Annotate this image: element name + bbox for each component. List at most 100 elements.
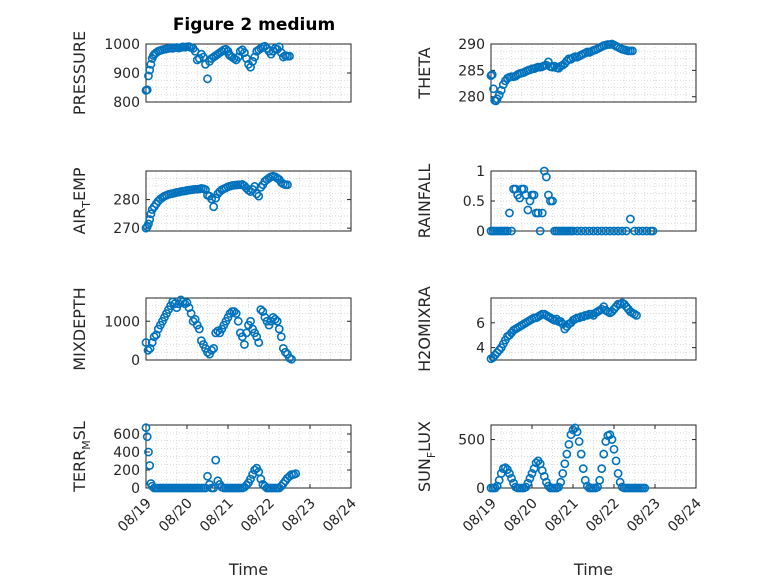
- x-tick-label: 08/21: [542, 496, 582, 536]
- subplot-8: 0 500 08/19 08/20 08/21 08/22 08/23 08/24 SUNFLU…: [415, 421, 705, 579]
- x-tick-label: 08/24: [665, 495, 705, 535]
- axes-frame: [490, 43, 697, 103]
- y-tick-label: 0: [476, 224, 485, 240]
- data-point: [556, 477, 566, 487]
- data-point: [239, 340, 249, 349]
- data-point: [213, 326, 223, 336]
- data-point: [554, 482, 564, 492]
- data-point: [572, 427, 582, 437]
- data-point: [548, 196, 557, 206]
- data-point: [283, 180, 292, 190]
- data-point: [201, 185, 210, 194]
- data-point: [605, 430, 615, 440]
- data-point: [613, 226, 623, 236]
- subplot-1: 800 900 1000 PRESSURE: [70, 31, 352, 115]
- y-tick-label: 1000: [104, 37, 140, 53]
- data-point: [578, 464, 588, 474]
- data-point: [556, 317, 566, 326]
- data-point: [248, 57, 257, 66]
- data-point: [572, 226, 582, 236]
- y-axis-label: TERRMSL: [70, 421, 93, 493]
- data-point: [494, 345, 504, 355]
- data-point: [250, 465, 260, 475]
- data-point: [149, 332, 159, 342]
- data-point: [145, 215, 155, 224]
- data-point: [525, 473, 535, 483]
- data-point: [256, 474, 266, 484]
- subplot-3: 270 280 AIRTEMP: [70, 167, 352, 237]
- data-point: [272, 316, 282, 326]
- data-point: [178, 297, 188, 307]
- data-point: [287, 354, 296, 364]
- data-point: [203, 74, 212, 84]
- data-point: [146, 209, 156, 219]
- data-point: [613, 469, 623, 478]
- y-tick-label: 270: [113, 221, 140, 237]
- data-point: [589, 226, 598, 236]
- data-point: [270, 314, 280, 324]
- data-point: [145, 65, 155, 75]
- y-tick-label: 900: [113, 66, 140, 82]
- data-point: [487, 70, 497, 79]
- data-point: [634, 226, 643, 236]
- y-tick-label: 1000: [104, 314, 140, 330]
- y-axis-label: RAINFALL: [415, 164, 434, 239]
- data-point: [611, 456, 621, 466]
- data-point: [568, 425, 578, 435]
- data-point: [595, 475, 605, 485]
- data-point: [599, 449, 609, 459]
- data-point: [507, 226, 516, 236]
- data-point: [291, 469, 301, 478]
- data-point: [490, 483, 500, 493]
- data-point: [252, 189, 262, 199]
- data-point: [609, 226, 619, 236]
- data-point: [242, 328, 251, 338]
- data-point: [507, 473, 516, 483]
- x-axis-label: Time: [228, 560, 268, 579]
- data-point: [142, 432, 152, 442]
- y-tick-label: 500: [458, 433, 485, 449]
- y-axis-label: THETA: [415, 47, 434, 99]
- data-point: [500, 463, 510, 473]
- y-axis-label: MIXDEPTH: [70, 287, 89, 370]
- data-point: [574, 437, 584, 446]
- x-tick-label: 08/20: [156, 496, 196, 536]
- data-point: [523, 205, 533, 215]
- y-tick-label: 0: [476, 481, 485, 497]
- y-tick-label: 290: [458, 37, 485, 53]
- data-point: [505, 469, 514, 478]
- data-point: [585, 226, 594, 236]
- data-point: [209, 483, 219, 493]
- data-point: [141, 338, 151, 347]
- subplot-4: 0 0.5 1 RAINFALL: [415, 164, 697, 240]
- data-point: [496, 469, 506, 478]
- data-point: [617, 226, 627, 236]
- data-point: [558, 469, 568, 478]
- data-point: [280, 347, 290, 357]
- data-point: [254, 338, 264, 347]
- data-point: [274, 324, 284, 334]
- data-point: [529, 190, 539, 200]
- data-point: [494, 90, 504, 100]
- data-point: [560, 459, 570, 469]
- y-axis-label: SUNFLUX: [415, 421, 438, 492]
- data-point: [276, 332, 286, 342]
- x-axis-label: Time: [573, 560, 613, 579]
- data-point: [144, 219, 153, 229]
- data-point: [143, 345, 153, 355]
- data-point: [597, 464, 607, 474]
- data-point: [648, 226, 658, 236]
- data-point: [246, 316, 255, 326]
- axes-frame: [145, 297, 352, 361]
- data-point: [628, 46, 637, 56]
- data-point: [256, 305, 266, 315]
- data-point: [541, 172, 551, 182]
- y-tick-label: 280: [458, 90, 485, 106]
- data-point: [231, 309, 241, 318]
- data-point: [523, 478, 533, 488]
- data-point: [207, 345, 216, 355]
- data-point: [203, 347, 212, 357]
- data-point: [638, 226, 648, 236]
- data-point: [537, 208, 547, 218]
- y-axis-label: PRESSURE: [70, 31, 89, 115]
